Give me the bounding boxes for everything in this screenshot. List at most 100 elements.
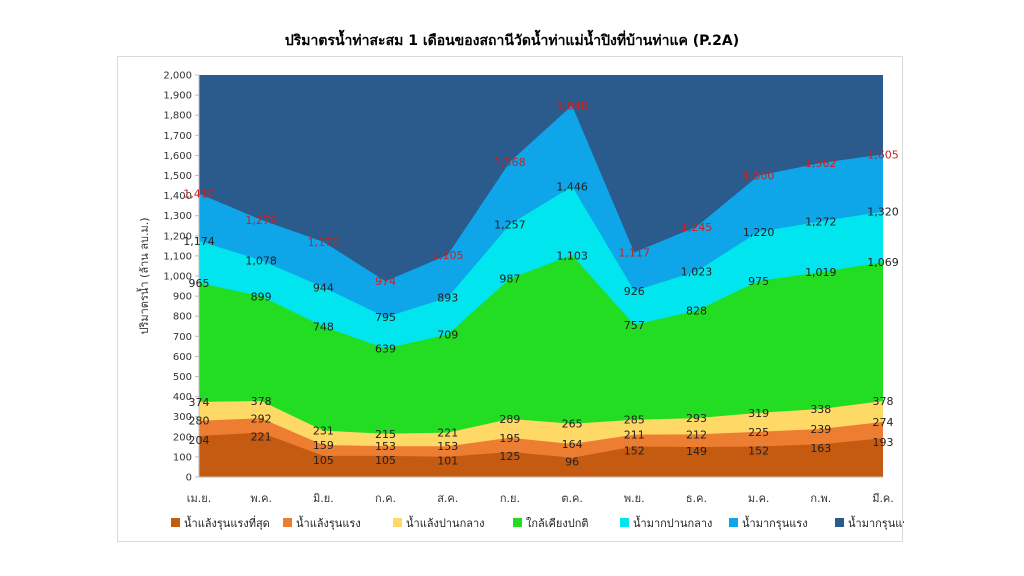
data-label: 159 [313, 439, 334, 452]
legend-swatch [393, 518, 402, 527]
data-label: 204 [189, 434, 210, 447]
y-tick-label: 1,300 [163, 211, 192, 222]
y-tick-label: 1,400 [163, 191, 192, 202]
data-label: 828 [686, 305, 707, 318]
data-label: 338 [810, 403, 831, 416]
data-label: 378 [251, 395, 272, 408]
data-label: 274 [873, 416, 894, 429]
data-label: 1,220 [743, 226, 775, 239]
data-label: 125 [499, 450, 520, 463]
data-label: 1,272 [805, 215, 837, 228]
y-tick-label: 400 [173, 392, 192, 403]
data-label: 101 [437, 455, 458, 468]
data-label: 265 [562, 418, 583, 431]
data-label: 795 [375, 311, 396, 324]
y-tick-label: 1,800 [163, 111, 192, 122]
data-label: 96 [565, 456, 579, 469]
data-label: 285 [624, 414, 645, 427]
legend-swatch [835, 518, 844, 527]
x-tick-label: ธ.ค. [686, 492, 707, 505]
data-label: 1,500 [743, 170, 775, 183]
data-label: 374 [189, 396, 210, 409]
data-label: 974 [375, 275, 396, 288]
y-tick-label: 0 [186, 473, 192, 484]
legend-entry: น้ำแล้งรุนแรง [296, 515, 361, 530]
data-label: 378 [873, 395, 894, 408]
data-label: 212 [686, 428, 707, 441]
data-label: 221 [437, 427, 458, 440]
legend-entry: ใกล้เคียงปกติ [526, 517, 589, 530]
x-tick-label: เม.ย. [187, 492, 211, 505]
data-label: 1,320 [867, 206, 899, 219]
data-label: 215 [375, 428, 396, 441]
data-label: 149 [686, 445, 707, 458]
data-label: 1,019 [805, 266, 837, 279]
y-tick-label: 1,700 [163, 131, 192, 142]
data-label: 1,446 [556, 180, 588, 193]
data-label: 105 [375, 454, 396, 467]
data-label: 975 [748, 275, 769, 288]
data-label: 1,245 [681, 221, 713, 234]
data-label: 1,170 [308, 236, 340, 249]
legend-entry: น้ำมากรุนแรง [742, 515, 808, 530]
data-label: 1,023 [681, 265, 713, 278]
data-label: 1,410 [183, 188, 215, 201]
legend-swatch [283, 518, 292, 527]
data-label: 163 [810, 442, 831, 455]
data-label: 280 [189, 415, 210, 428]
legend-entry: น้ำแล้งรุนแรงที่สุด [184, 515, 270, 530]
area-layers [199, 75, 883, 477]
data-label: 1,103 [556, 249, 588, 262]
y-tick-label: 1,500 [163, 171, 192, 182]
y-tick-label: 1,200 [163, 231, 192, 242]
legend-swatch [171, 518, 180, 527]
x-tick-label: ต.ค. [561, 492, 583, 505]
y-tick-label: 200 [173, 432, 192, 443]
x-tick-label: ก.ย. [500, 492, 520, 505]
data-label: 153 [375, 440, 396, 453]
data-label: 289 [499, 413, 520, 426]
data-label: 893 [437, 292, 458, 305]
data-label: 105 [313, 454, 334, 467]
legend-swatch [620, 518, 629, 527]
data-label: 1,257 [494, 218, 525, 231]
data-label: 164 [562, 438, 583, 451]
x-tick-label: ส.ค. [437, 492, 458, 505]
data-label: 1,562 [805, 157, 837, 170]
y-tick-label: 500 [173, 372, 192, 383]
data-label: 899 [251, 290, 272, 303]
legend-swatch [729, 518, 738, 527]
data-label: 195 [499, 432, 520, 445]
data-labels: 204 221 105 105 101 125 96 152 149 152 163 193 280 29… [183, 100, 899, 469]
data-label: 709 [437, 328, 458, 341]
data-label: 293 [686, 412, 707, 425]
y-tick-label: 1,100 [163, 251, 192, 262]
legend-entry: น้ำแล้งปานกลาง [406, 515, 485, 530]
area-chart: 0 100 200 300 400 500 600 700 800 900 1,000 1,100 1,… [136, 71, 904, 531]
data-label: 1,069 [867, 256, 899, 269]
data-label: 152 [748, 444, 769, 457]
data-label: 1,117 [619, 246, 651, 259]
y-tick-label: 300 [173, 412, 192, 423]
data-label: 153 [437, 440, 458, 453]
data-label: 319 [748, 407, 769, 420]
x-tick-label: ม.ค. [748, 492, 770, 505]
axes: 0 100 200 300 400 500 600 700 800 900 1,000 1,100 1,… [136, 71, 894, 506]
legend-entry: น้ำมากปานกลาง [633, 515, 712, 530]
data-label: 757 [624, 319, 645, 332]
data-label: 225 [748, 426, 769, 439]
x-tick-label: ก.ค. [375, 492, 396, 505]
data-label: 1,279 [245, 214, 277, 227]
area-series-0 [199, 432, 883, 477]
data-label: 193 [873, 436, 894, 449]
legend-swatch [513, 518, 522, 527]
data-label: 211 [624, 429, 645, 442]
y-tick-label: 900 [173, 292, 192, 303]
legend: น้ำแล้งรุนแรงที่สุด น้ำแล้งรุนแรง น้ำแล้งป… [171, 515, 904, 530]
legend-entry: น้ำมากรุนแรงที่สุด [848, 515, 904, 530]
data-label: 1,174 [183, 235, 215, 248]
y-tick-label: 2,000 [163, 71, 192, 82]
y-tick-label: 1,900 [163, 91, 192, 102]
data-label: 1,105 [432, 249, 464, 262]
data-label: 987 [499, 273, 520, 286]
